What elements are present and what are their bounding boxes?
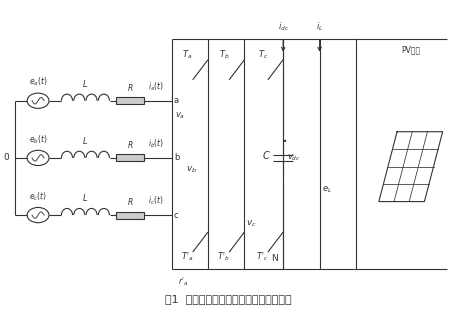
Bar <box>116 211 144 219</box>
Text: $e_L$: $e_L$ <box>322 184 332 195</box>
Text: $v_{dc}$: $v_{dc}$ <box>287 153 301 163</box>
Bar <box>116 154 144 161</box>
Text: $L$: $L$ <box>82 192 89 203</box>
Text: 0: 0 <box>4 153 9 162</box>
Text: $T_a$: $T_a$ <box>182 48 193 61</box>
Text: $v_b$: $v_b$ <box>186 164 197 175</box>
Text: $i_c(t)$: $i_c(t)$ <box>148 195 164 207</box>
Text: $R$: $R$ <box>127 82 133 93</box>
Text: c: c <box>174 211 178 219</box>
Text: N: N <box>271 254 277 263</box>
Text: $T'_b$: $T'_b$ <box>218 250 230 263</box>
Text: $e_a(t)$: $e_a(t)$ <box>29 76 48 88</box>
Text: b: b <box>174 153 179 162</box>
Text: $C$: $C$ <box>262 149 271 161</box>
Text: $T'_c$: $T'_c$ <box>256 250 269 263</box>
Text: $i_L$: $i_L$ <box>316 21 323 33</box>
Text: $R$: $R$ <box>127 139 133 150</box>
Text: $e_b(t)$: $e_b(t)$ <box>29 133 48 145</box>
Text: PV阵列: PV阵列 <box>401 45 420 54</box>
Text: $L$: $L$ <box>82 78 89 89</box>
Text: $T'_a$: $T'_a$ <box>181 250 194 263</box>
Text: $i_a(t)$: $i_a(t)$ <box>148 80 164 93</box>
Text: $i_b(t)$: $i_b(t)$ <box>148 137 164 150</box>
Text: 图1  三相光伏并网逆变器主电路拓扑结构: 图1 三相光伏并网逆变器主电路拓扑结构 <box>165 294 292 304</box>
Bar <box>116 97 144 104</box>
Text: ·: · <box>282 133 288 152</box>
Text: a: a <box>174 96 179 105</box>
Text: $L$: $L$ <box>82 135 89 146</box>
Text: $i_{dc}$: $i_{dc}$ <box>277 21 289 33</box>
Text: $v_c$: $v_c$ <box>246 218 257 229</box>
Text: $T_b$: $T_b$ <box>218 48 229 61</box>
Text: $e_c(t)$: $e_c(t)$ <box>29 190 47 203</box>
Text: $r'_a$: $r'_a$ <box>178 275 188 288</box>
Text: $v_a$: $v_a$ <box>175 110 186 121</box>
Text: $T_c$: $T_c$ <box>258 48 268 61</box>
Text: $R$: $R$ <box>127 196 133 207</box>
